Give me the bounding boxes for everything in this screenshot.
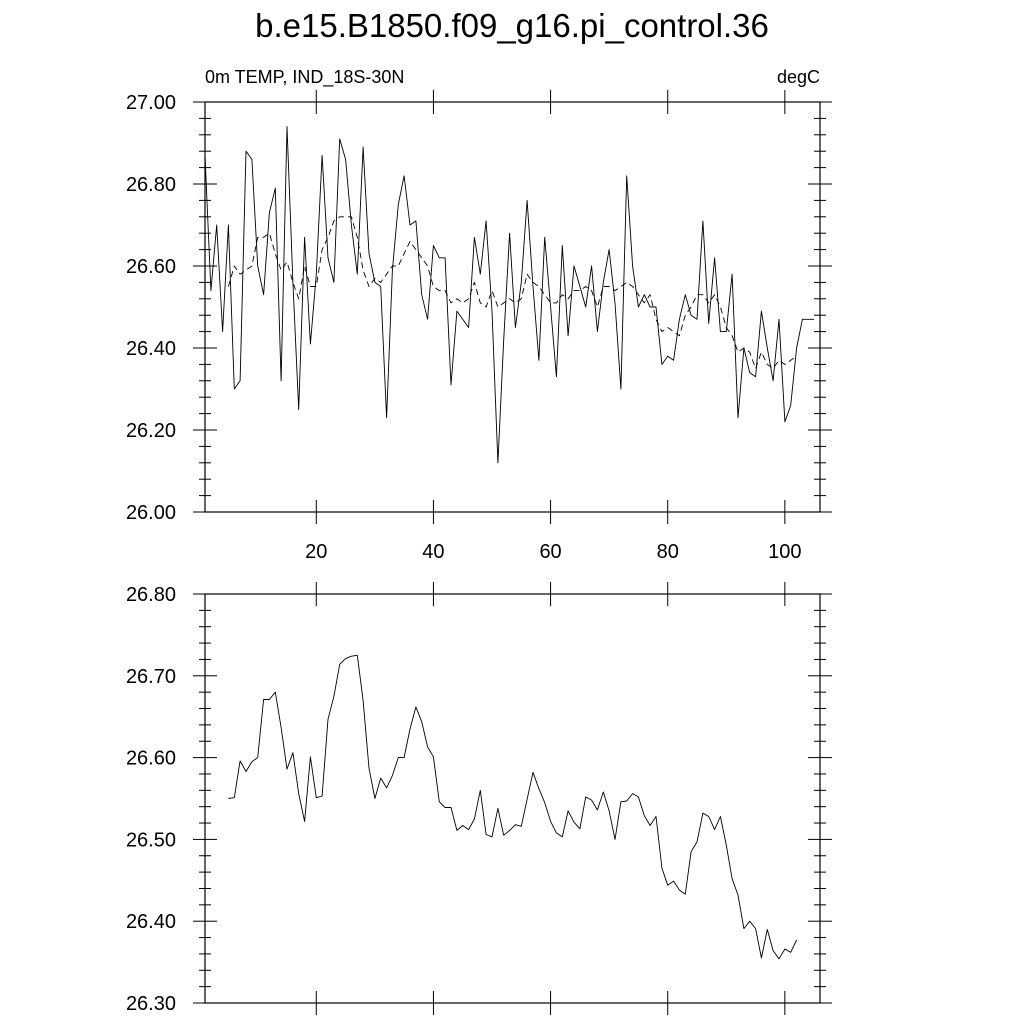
panel-1-x-tick-label: 20 xyxy=(305,541,327,563)
panel-2-y-tick-label: 26.40 xyxy=(126,911,176,933)
chart-title: b.e15.B1850.f09_g16.pi_control.36 xyxy=(255,7,769,44)
panel-1-series-2-line xyxy=(227,216,797,369)
panel-1-plot-frame xyxy=(204,101,821,513)
panel-1-x-tick-label: 100 xyxy=(768,541,801,563)
panel-1-y-tick-label: 26.80 xyxy=(126,174,176,196)
panel-1-y-tick-label: 27.00 xyxy=(126,92,176,114)
panel-1-y-tick-label: 26.20 xyxy=(126,420,176,442)
panel-2-y-tick-label: 26.80 xyxy=(126,584,176,606)
panel-1-x-tick-label: 60 xyxy=(539,541,561,563)
panel-2-plot-frame xyxy=(204,593,821,1004)
panel-1-x-tick-label: 80 xyxy=(657,541,679,563)
panel-1-y-tick-label: 26.60 xyxy=(126,256,176,278)
panel-1-x-tick-label: 40 xyxy=(422,541,444,563)
panel-1-left-label: 0m TEMP, IND_18S-30N xyxy=(205,67,404,88)
panel-1-y-tick-label: 26.40 xyxy=(126,338,176,360)
panel-2-y-tick-label: 26.60 xyxy=(126,748,176,770)
panel-1-y-tick-label: 26.00 xyxy=(126,502,176,524)
panel-2-y-tick-label: 26.70 xyxy=(126,666,176,688)
panel-2-series-1-line xyxy=(228,654,798,960)
panel-1-series-1-line xyxy=(204,126,815,464)
panel-2-y-tick-label: 26.50 xyxy=(126,829,176,851)
panel-1-right-label: degC xyxy=(777,67,820,87)
panel-2-y-tick-label: 26.30 xyxy=(126,993,176,1015)
